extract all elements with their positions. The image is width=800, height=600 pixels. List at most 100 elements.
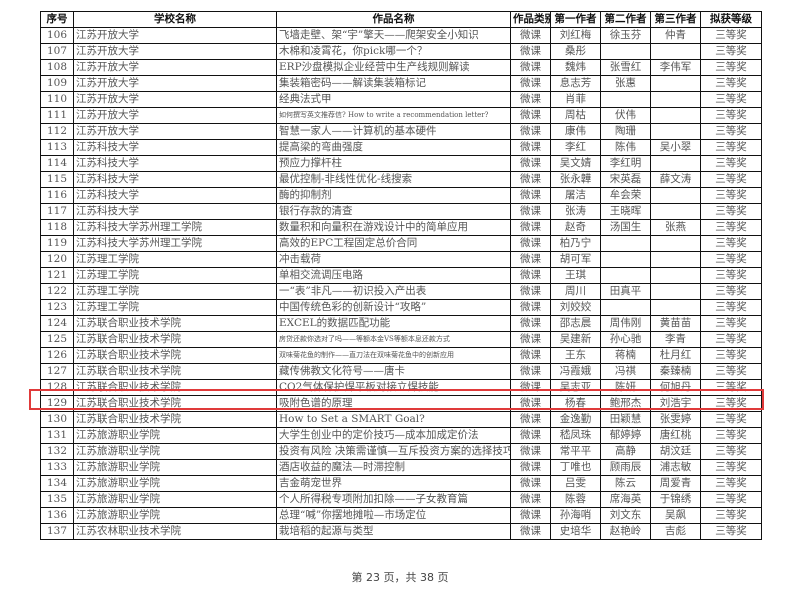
cell-author-3: 李伟军 <box>650 59 701 76</box>
cell-author-3 <box>650 155 701 172</box>
cell-category: 微课 <box>510 427 551 444</box>
cell-author-3: 于锦绣 <box>650 491 701 508</box>
cell-work-title: 吸附色谱的原理 <box>276 395 511 412</box>
cell-author-3 <box>650 267 701 284</box>
table-row: 117 江苏科技大学 银行存款的清查 微课 张涛 王晓晖 三等奖 <box>40 203 762 220</box>
cell-category: 微课 <box>510 91 551 108</box>
cell-author-1: 康伟 <box>550 123 601 140</box>
cell-school: 江苏联合职业技术学院 <box>73 331 277 348</box>
header-award: 拟获等级 <box>700 11 762 28</box>
table-row: 123 江苏理工学院 中国传统色彩的创新设计“攻略” 微课 刘姣姣 三等奖 <box>40 299 762 316</box>
cell-school: 江苏理工学院 <box>73 283 277 300</box>
cell-author-2: 鲍邢杰 <box>600 395 651 412</box>
header-author-2: 第二作者 <box>600 11 651 28</box>
cell-award: 三等奖 <box>700 459 762 476</box>
cell-category: 微课 <box>510 347 551 364</box>
cell-work-title: 木棉和凌霄花，你pick哪一个？ <box>276 43 511 60</box>
header-work-title: 作品名称 <box>276 11 511 28</box>
cell-award: 三等奖 <box>700 491 762 508</box>
cell-author-1: 杨春 <box>550 395 601 412</box>
cell-school: 江苏旅游职业学院 <box>73 507 277 524</box>
cell-category: 微课 <box>510 411 551 428</box>
cell-award: 三等奖 <box>700 187 762 204</box>
cell-category: 微课 <box>510 379 551 396</box>
cell-school: 江苏理工学院 <box>73 267 277 284</box>
table-row: 111 江苏开放大学 如何撰写英文推荐信? How to write a recom… <box>40 107 762 124</box>
cell-author-3: 张燕 <box>650 219 701 236</box>
cell-school: 江苏农林职业技术学院 <box>73 523 277 540</box>
cell-work-title: 投资有风险 决策需谨慎—互斥投资方案的选择技巧 <box>276 443 511 460</box>
cell-index: 125 <box>40 331 74 348</box>
cell-author-3 <box>650 107 701 124</box>
cell-work-title: 一“表”非凡——初识投入产出表 <box>276 283 511 300</box>
cell-school: 江苏开放大学 <box>73 59 277 76</box>
cell-school: 江苏科技大学 <box>73 203 277 220</box>
cell-author-3 <box>650 251 701 268</box>
cell-author-1: 屠洁 <box>550 187 601 204</box>
cell-category: 微课 <box>510 123 551 140</box>
cell-school: 江苏科技大学 <box>73 187 277 204</box>
cell-award: 三等奖 <box>700 267 762 284</box>
cell-author-1: 常平平 <box>550 443 601 460</box>
cell-author-3: 张雯婷 <box>650 411 701 428</box>
cell-author-1: 邵志晨 <box>550 315 601 332</box>
cell-author-2: 牟会荣 <box>600 187 651 204</box>
cell-school: 江苏联合职业技术学院 <box>73 379 277 396</box>
cell-award: 三等奖 <box>700 59 762 76</box>
table-row: 131 江苏旅游职业学院 大学生创业中的定价技巧—成本加成定价法 微课 嵇凤珠 郁婷婷 唐红… <box>40 427 762 444</box>
cell-category: 微课 <box>510 507 551 524</box>
table-row: 125 江苏联合职业技术学院 房贷还款你选对了吗——等额本金VS等额本息还款方式 微课… <box>40 331 762 348</box>
cell-index: 110 <box>40 91 74 108</box>
cell-category: 微课 <box>510 523 551 540</box>
cell-author-3 <box>650 235 701 252</box>
cell-award: 三等奖 <box>700 75 762 92</box>
cell-school: 江苏理工学院 <box>73 299 277 316</box>
cell-work-title: 中国传统色彩的创新设计“攻略” <box>276 299 511 316</box>
cell-school: 江苏旅游职业学院 <box>73 459 277 476</box>
cell-author-3 <box>650 187 701 204</box>
cell-category: 微课 <box>510 363 551 380</box>
cell-author-2: 郁婷婷 <box>600 427 651 444</box>
cell-index: 134 <box>40 475 74 492</box>
cell-award: 三等奖 <box>700 123 762 140</box>
cell-index: 123 <box>40 299 74 316</box>
cell-category: 微课 <box>510 491 551 508</box>
cell-school: 江苏联合职业技术学院 <box>73 347 277 364</box>
cell-award: 三等奖 <box>700 475 762 492</box>
cell-author-2 <box>600 91 651 108</box>
cell-index: 129 <box>40 395 74 412</box>
cell-author-3: 仲青 <box>650 27 701 44</box>
cell-school: 江苏科技大学 <box>73 171 277 188</box>
table-row: 121 江苏理工学院 单相交流调压电路 微课 王琪 三等奖 <box>40 267 762 284</box>
cell-author-2: 李红明 <box>600 155 651 172</box>
cell-index: 113 <box>40 139 74 156</box>
cell-work-title: CO2气体保护焊平板对接立焊技能 <box>276 379 511 396</box>
cell-author-1: 魏炜 <box>550 59 601 76</box>
cell-index: 135 <box>40 491 74 508</box>
cell-category: 微课 <box>510 59 551 76</box>
cell-author-1: 史培华 <box>550 523 601 540</box>
cell-category: 微课 <box>510 251 551 268</box>
cell-category: 微课 <box>510 395 551 412</box>
cell-category: 微课 <box>510 459 551 476</box>
cell-author-1: 刘姣姣 <box>550 299 601 316</box>
cell-index: 124 <box>40 315 74 332</box>
cell-category: 微课 <box>510 171 551 188</box>
cell-index: 127 <box>40 363 74 380</box>
cell-category: 微课 <box>510 75 551 92</box>
cell-author-1: 吴志亚 <box>550 379 601 396</box>
cell-work-title: 栽培稻的起源与类型 <box>276 523 511 540</box>
cell-school: 江苏科技大学 <box>73 155 277 172</box>
table-row: 136 江苏旅游职业学院 总理“喊”你摆地摊啦—市场定位 微课 孙海哨 刘文东 吴飙 三等奖 <box>40 507 762 524</box>
cell-index: 115 <box>40 171 74 188</box>
table-row: 128 江苏联合职业技术学院 CO2气体保护焊平板对接立焊技能 微课 吴志亚 陈妍 何旭丹三… <box>40 379 762 396</box>
cell-work-title: 吉金萌宠世界 <box>276 475 511 492</box>
cell-author-3: 吴飙 <box>650 507 701 524</box>
cell-index: 112 <box>40 123 74 140</box>
cell-work-title: 酶的抑制剂 <box>276 187 511 204</box>
cell-author-1: 吴建新 <box>550 331 601 348</box>
cell-author-3: 杜月红 <box>650 347 701 364</box>
cell-author-2: 冯祺 <box>600 363 651 380</box>
cell-author-2 <box>600 267 651 284</box>
cell-award: 三等奖 <box>700 235 762 252</box>
